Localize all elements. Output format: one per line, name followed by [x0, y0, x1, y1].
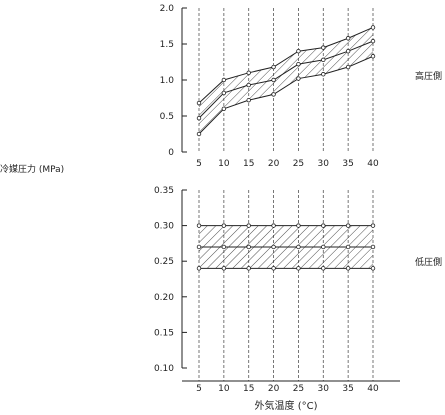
middle-point: [370, 244, 376, 250]
lower-point: [221, 266, 227, 271]
low-pressure-panel: 0.10 0.15 0.20 0.25 0.30 0.35 5 10 15 20 25 30 35 40: [154, 186, 400, 394]
y-tick-label: 0.25: [154, 257, 174, 267]
y-tick-label: 1.5: [160, 40, 174, 50]
upper-point: [345, 223, 351, 228]
middle-point: [221, 90, 227, 96]
x-tick-label: 35: [342, 159, 353, 169]
x-tick-label: 10: [218, 159, 230, 169]
lower-point: [196, 266, 202, 271]
upper-point: [321, 45, 326, 50]
x-tick-label: 20: [268, 159, 280, 169]
upper-point: [296, 223, 301, 228]
y-tick-label: 0: [168, 148, 174, 158]
y-axis-title: 冷媒圧力 (MPa): [0, 163, 64, 175]
lower-point: [345, 64, 351, 70]
middle-point: [296, 244, 301, 250]
series-label-low: 低圧側: [415, 256, 442, 268]
upper-point: [321, 223, 326, 228]
high-pressure-panel: 0 0.5 1.0 1.5 2.0 5 10 15 20 25 30 35 40: [160, 4, 379, 169]
x-tick-label: 25: [293, 159, 304, 169]
upper-point: [370, 223, 376, 228]
upper-point: [271, 64, 276, 70]
upper-point: [196, 100, 202, 106]
middle-point: [221, 244, 227, 250]
y-tick-label: 0.35: [154, 186, 174, 196]
upper-point: [296, 49, 301, 54]
middle-point: [345, 49, 351, 54]
y-tick-label: 1.0: [160, 76, 175, 86]
lower-point: [221, 106, 227, 111]
middle-point: [246, 244, 251, 250]
upper-point: [370, 25, 376, 30]
upper-point: [221, 223, 227, 228]
lower-point: [246, 97, 251, 103]
x-axis-title: 外気温度 (°C): [255, 399, 318, 412]
lower-point: [296, 266, 301, 271]
lower-line: [198, 55, 374, 135]
x-tick-label: 10: [218, 384, 230, 394]
upper-point: [221, 77, 227, 83]
middle-point: [345, 244, 351, 250]
x-tick-label: 5: [196, 384, 202, 394]
x-tick-label: 35: [342, 384, 353, 394]
x-tick-label: 40: [367, 384, 379, 394]
x-tick-label: 20: [268, 384, 280, 394]
lower-point: [246, 266, 251, 271]
x-tick-label: 15: [243, 384, 254, 394]
middle-point: [370, 38, 376, 44]
lower-point: [345, 266, 351, 271]
middle-point: [196, 115, 202, 121]
lower-point: [296, 76, 301, 81]
y-tick-label: 0.20: [154, 293, 174, 303]
lower-point: [321, 72, 326, 77]
y-tick-label: 0.10: [154, 364, 174, 374]
upper-point: [246, 70, 251, 75]
y-tick-label: 0.30: [154, 222, 174, 232]
lower-point: [271, 92, 276, 97]
x-tick-label: 25: [293, 384, 304, 394]
lower-point: [271, 266, 276, 271]
x-tick-label: 30: [318, 159, 330, 169]
middle-line: [198, 40, 374, 119]
upper-point: [271, 223, 276, 228]
series-label-high: 高圧側: [415, 70, 442, 82]
lower-point: [370, 266, 376, 271]
middle-point: [296, 61, 301, 67]
range-band: [199, 27, 373, 134]
y-tick-label: 0.5: [160, 112, 174, 122]
y-tick-label: 2.0: [160, 4, 175, 14]
x-tick-label: 15: [243, 159, 254, 169]
lower-point: [196, 131, 202, 137]
middle-point: [271, 244, 276, 250]
middle-point: [246, 82, 251, 88]
upper-point: [196, 223, 202, 228]
lower-point: [370, 54, 376, 59]
upper-point: [345, 36, 351, 41]
upper-line: [198, 26, 374, 104]
x-tick-label: 5: [196, 159, 202, 169]
x-tick-label: 40: [367, 159, 379, 169]
middle-point: [321, 57, 326, 63]
y-tick-label: 0.15: [154, 328, 174, 338]
lower-point: [321, 266, 326, 271]
middle-point: [271, 77, 276, 83]
x-tick-label: 30: [318, 384, 330, 394]
middle-point: [196, 244, 202, 250]
upper-point: [246, 223, 251, 228]
middle-point: [321, 244, 326, 250]
